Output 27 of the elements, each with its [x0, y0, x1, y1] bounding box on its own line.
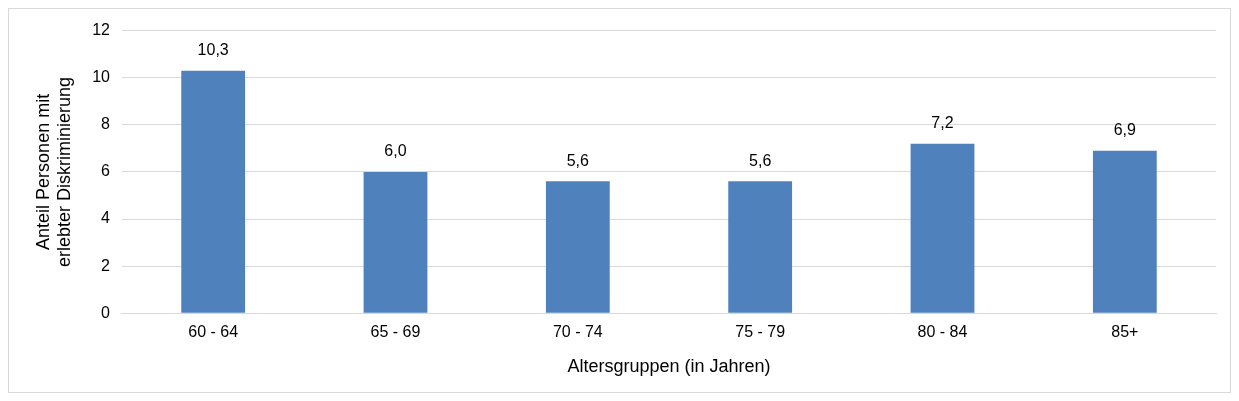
bar [181, 70, 246, 313]
bar [545, 181, 610, 313]
y-tick-label: 0 [101, 303, 111, 321]
data-label: 5,6 [749, 151, 772, 169]
x-tick-label: 70 - 74 [552, 323, 603, 341]
x-tick-label: 85+ [1111, 323, 1139, 341]
y-tick-label: 12 [92, 21, 111, 39]
data-label: 6,0 [384, 142, 407, 160]
data-label: 6,9 [1113, 121, 1137, 139]
bar [728, 181, 793, 313]
y-tick-label: 6 [101, 162, 111, 180]
y-tick-label: 8 [101, 115, 111, 133]
x-tick-label: 75 - 79 [735, 323, 786, 341]
bar [363, 171, 428, 313]
y-tick-label: 2 [101, 256, 111, 274]
x-tick-label: 65 - 69 [370, 323, 421, 341]
data-label: 10,3 [197, 41, 229, 59]
x-tick-label: 60 - 64 [188, 323, 239, 341]
y-axis-title: Anteil Personen mit erlebter Diskriminierung [32, 76, 75, 267]
data-label: 5,6 [566, 151, 590, 169]
y-tick-label: 10 [92, 68, 111, 86]
data-label: 7,2 [931, 114, 954, 132]
bar [910, 143, 975, 313]
bar [1092, 150, 1157, 313]
x-tick-label: 80 - 84 [917, 323, 968, 341]
y-tick-label: 4 [101, 209, 111, 227]
x-axis-title: Altersgruppen (in Jahren) [567, 356, 771, 377]
